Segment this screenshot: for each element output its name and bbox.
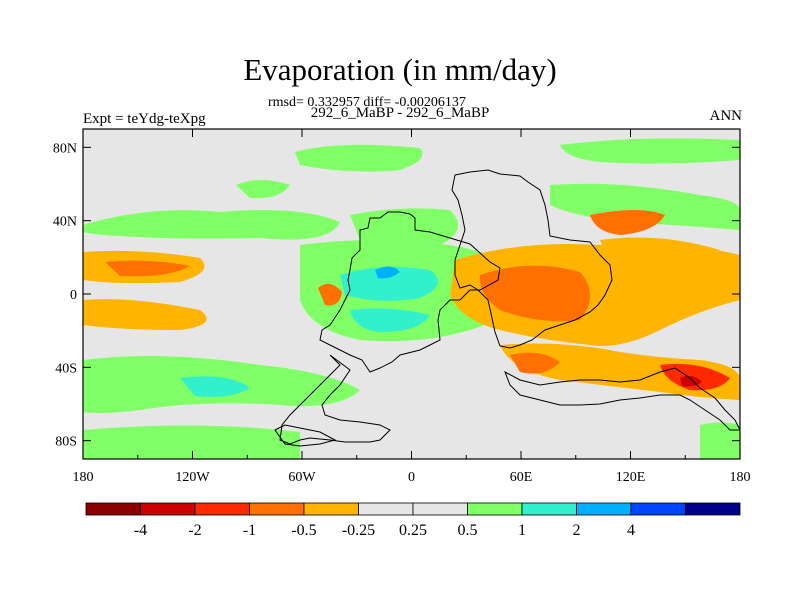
outline-s-america-tail xyxy=(279,354,391,445)
y-tick-label: 80S xyxy=(55,435,77,450)
field-trop-pac-orange xyxy=(83,299,207,330)
y-tick-label: 40N xyxy=(53,215,77,230)
colorbar-label: 0.5 xyxy=(458,522,478,539)
colorbar-swatch xyxy=(85,502,141,516)
outline-africa-eurasia xyxy=(451,169,613,349)
x-axis: 180 120W 60W 0 60E 120E 180 xyxy=(73,129,751,485)
colorbar-swatch xyxy=(358,502,414,516)
field-trop-cyan-2 xyxy=(350,308,430,332)
field-npac-green xyxy=(83,209,340,240)
y-tick-label: 40S xyxy=(55,361,77,376)
colorbar-swatch xyxy=(467,502,523,516)
outline-australia xyxy=(504,367,740,431)
field-arctic-green-2 xyxy=(560,138,740,164)
colorbar-label: 4 xyxy=(627,522,635,539)
x-tick-label: 120W xyxy=(175,470,210,485)
field-indian-darkorange xyxy=(479,265,590,322)
colorbar-swatch xyxy=(140,502,196,516)
field-southern-green xyxy=(83,425,300,459)
field-arctic-green-1 xyxy=(295,144,423,172)
colorbar-swatch xyxy=(303,502,359,516)
colorbar-swatch xyxy=(630,502,686,516)
field-s-ind-red xyxy=(510,352,560,374)
colorbar-label: -1 xyxy=(243,522,256,539)
colorbar-swatch xyxy=(521,502,577,516)
case-names: 292_6_MaBP - 292_6_MaBP xyxy=(310,105,490,121)
colorbar-swatch xyxy=(249,502,305,516)
y-axis: 80N 40N 0 40S 80S xyxy=(53,141,740,450)
x-tick-label: 120E xyxy=(616,470,646,485)
colorbar-swatch xyxy=(194,502,250,516)
rmsd-diff-stats: rmsd= 0.332957 diff= -0.00206137 xyxy=(268,95,466,110)
field-arctic-green-3 xyxy=(236,180,290,199)
field-trop-blue xyxy=(375,266,400,279)
field-npac-darkorange xyxy=(105,260,190,277)
y-tick-label: 0 xyxy=(70,288,77,303)
colorbar-swatch xyxy=(412,502,468,516)
field-eurasia-green xyxy=(550,183,740,230)
field-trop-red-west xyxy=(318,283,342,306)
outline-antarctic-peninsula xyxy=(274,424,337,447)
colorbar-label: -0.5 xyxy=(291,522,316,539)
field-trop-cyan-1 xyxy=(340,266,438,301)
colorbar-swatch xyxy=(576,502,632,516)
x-tick-label: 60E xyxy=(510,470,533,485)
colorbar-swatch xyxy=(685,502,741,516)
colorbar: -4 -2 -1 -0.5 -0.25 0.25 0.5 1 2 4 xyxy=(85,502,741,539)
x-tick-label: 180 xyxy=(730,470,751,485)
outline-americas xyxy=(319,211,501,373)
y-tick-label: 80N xyxy=(53,141,77,156)
map-title: Evaporation (in mm/day) xyxy=(243,52,557,87)
colorbar-label: 0.25 xyxy=(399,522,427,539)
colorbar-label: -4 xyxy=(134,522,147,539)
colorbar-label: -0.25 xyxy=(342,522,375,539)
field-s-atl-cyan xyxy=(180,376,250,397)
continent-outlines xyxy=(274,169,740,447)
experiment-label: Expt = teYdg-teXpg xyxy=(83,111,206,127)
contour-fields xyxy=(83,129,740,459)
field-asia-orange xyxy=(600,237,720,275)
x-tick-label: 60W xyxy=(288,470,316,485)
x-tick-label: 180 xyxy=(73,470,94,485)
colorbar-label: -2 xyxy=(188,522,201,539)
colorbar-label: 1 xyxy=(518,522,526,539)
season-label: ANN xyxy=(709,108,743,124)
field-eurasia-red xyxy=(590,210,665,235)
x-tick-label: 0 xyxy=(408,470,415,485)
field-southern-green-2 xyxy=(700,422,740,459)
colorbar-label: 2 xyxy=(573,522,581,539)
